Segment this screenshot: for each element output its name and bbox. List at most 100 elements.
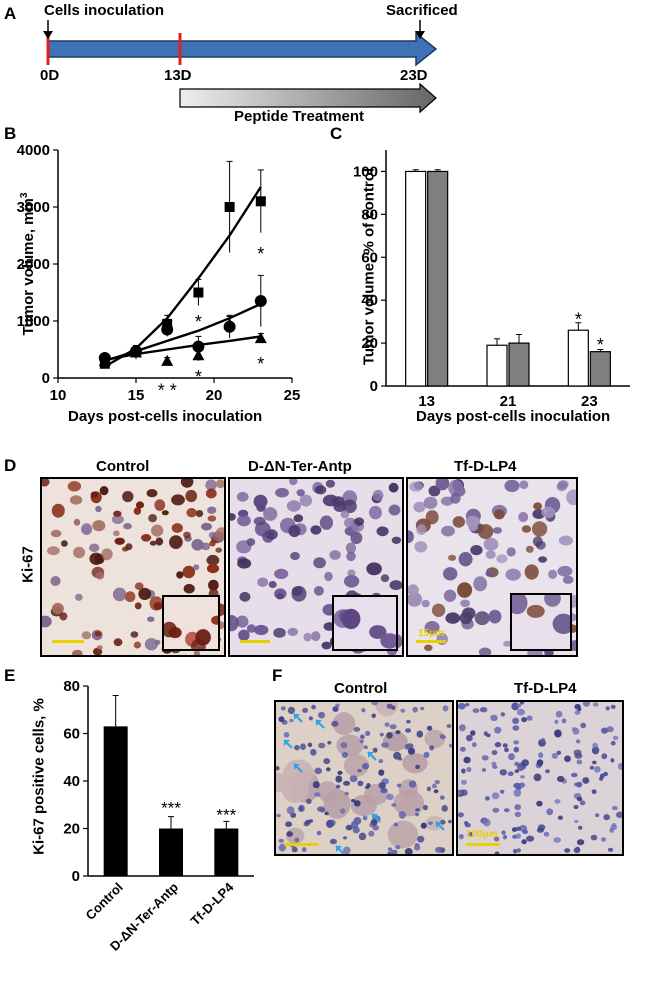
nucleus [554,729,562,738]
nucleus [193,564,200,571]
nucleus [536,759,544,766]
nucleus [340,808,346,814]
nucleus [519,480,529,489]
nucleus [592,742,598,749]
nucleus [491,750,498,756]
nucleus [521,525,532,533]
nucleus [381,742,389,748]
nucleus [90,491,98,498]
nucleus [460,779,467,785]
nucleus [507,771,514,776]
nucleus [72,649,83,655]
chart-b-point-square [224,202,235,212]
nucleus [492,527,502,534]
inset-lp4 [510,593,572,651]
nucleus [514,804,521,811]
chart-c-x-tick-label: 23 [581,393,598,410]
chart-c-ylabel: Tumor volume, % of control [360,167,378,366]
nucleus [408,530,414,544]
nucleus [148,514,157,523]
nucleus [92,520,106,532]
chart-c-y-tick-label: 0 [370,378,378,395]
stroma-patch [336,734,364,757]
nucleus [182,565,196,579]
nucleus [512,725,520,731]
nucleus [557,815,563,820]
nucleus [490,714,498,722]
nucleus [500,712,505,717]
nucleus [431,603,446,617]
nucleus [155,537,164,546]
stroma-patch [387,820,419,849]
nucleus [395,730,401,734]
nucleus [483,537,499,551]
nucleus [61,540,68,547]
chart-c-bar [567,329,589,387]
nucleus [458,552,473,567]
nucleus [554,799,561,804]
chart-b-significance: * * [158,381,177,401]
chart-b-point-triangle [98,354,111,366]
nucleus [99,486,109,496]
nucleus [492,765,498,769]
nucleus [460,789,468,796]
nucleus [387,847,393,852]
nucleus [386,793,394,801]
nucleus [546,808,554,816]
nucleus [95,505,102,513]
nucleus [428,821,433,825]
cells-inoculation-label: Cells inoculation [44,2,165,19]
nucleus [380,574,390,583]
nucleus [275,487,289,498]
nucleus [314,767,323,775]
nucleus [400,708,406,713]
nucleus [130,631,139,638]
nucleus [414,541,428,553]
nucleus [515,826,522,831]
nucleus [237,558,252,569]
nucleus [246,624,256,633]
nucleus [67,481,82,492]
nucleus [439,795,445,800]
chart-b-significance: * [195,312,202,332]
nucleus [230,513,236,521]
nucleus [47,546,60,556]
tick-label-23d: 23D [400,67,428,84]
nucleus [323,758,331,765]
inset-nucleus [369,625,387,639]
nucleus [307,742,313,748]
nucleus [310,748,317,756]
nucleus [291,846,298,853]
nucleus [342,499,357,514]
chart-b-ylabel: Tumor volume, mm3 [19,174,37,354]
nucleus [278,716,285,723]
nucleus [538,556,548,563]
nucleus [340,510,350,519]
chart-b-x-tick-label: 20 [206,387,223,404]
chart-e-y-tick-label: 20 [63,821,80,838]
nucleus [144,638,158,651]
nucleus [441,805,448,812]
nucleus [573,804,579,810]
nucleus [513,746,520,753]
nucleus [416,730,424,738]
nucleus [414,812,420,817]
nucleus [113,510,122,517]
nucleus [321,641,332,650]
chart-b-point-square [193,287,204,298]
nucleus [393,822,398,827]
nucleus [421,599,430,608]
nucleus [440,496,454,506]
nucleus [413,845,421,851]
chart-e-y-tick-label: 40 [63,773,80,790]
micrograph-antp [228,477,404,657]
nucleus [327,740,332,745]
nucleus [477,524,494,540]
nucleus [329,838,337,845]
nucleus [101,548,113,561]
nucleus [283,732,290,738]
nucleus [492,807,500,813]
stroma-patch [276,772,288,793]
nucleus [502,743,508,748]
nucleus [89,543,100,552]
